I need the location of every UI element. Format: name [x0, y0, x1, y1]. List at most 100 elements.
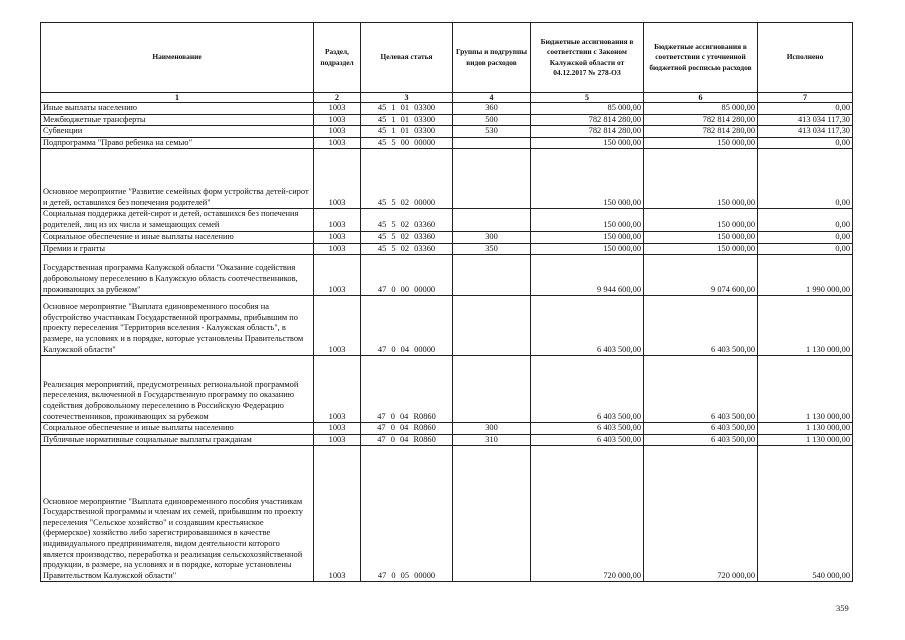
cell-razdel: 1003	[313, 433, 361, 447]
cell-name: Социальное обеспечение и иные выплаты на…	[40, 230, 314, 244]
page-number: 359	[836, 603, 849, 613]
cell-law: 150 000,00	[530, 148, 644, 210]
cell-razdel: 1003	[313, 230, 361, 244]
col-number: 3	[360, 92, 453, 103]
cell-razdel: 1003	[313, 445, 361, 583]
cell-group	[452, 295, 531, 357]
col-header-law: Бюджетные ассигнования в соответствии с …	[530, 22, 644, 93]
cell-target: 45 5 02 03360	[360, 208, 453, 232]
cell-refined: 150 000,00	[643, 208, 758, 232]
col-number: 7	[757, 92, 853, 103]
cell-group: 360	[452, 102, 531, 115]
cell-refined: 9 074 600,00	[643, 254, 758, 297]
cell-law: 150 000,00	[530, 242, 644, 256]
cell-done: 1 130 000,00	[757, 295, 853, 357]
cell-done: 0,00	[757, 208, 853, 232]
cell-name: Реализация мероприятий, предусмотренных …	[40, 355, 314, 424]
cell-razdel: 1003	[313, 148, 361, 210]
cell-refined: 6 403 500,00	[643, 433, 758, 447]
cell-razdel: 1003	[313, 208, 361, 232]
cell-target: 45 5 00 00000	[360, 136, 453, 150]
cell-target: 47 0 04 R0860	[360, 433, 453, 447]
table-row: Государственная программа Калужской обла…	[40, 254, 853, 297]
cell-target: 47 0 05 00000	[360, 445, 453, 583]
cell-razdel: 1003	[313, 242, 361, 256]
cell-group	[452, 208, 531, 232]
cell-razdel: 1003	[313, 422, 361, 435]
cell-target: 45 5 02 00000	[360, 148, 453, 210]
cell-refined: 85 000,00	[643, 102, 758, 115]
col-header-done: Исполнено	[757, 22, 853, 93]
table-row: Премии и гранты 1003 45 5 02 03360 350 150 0…	[40, 242, 853, 256]
cell-group	[452, 148, 531, 210]
cell-refined: 6 403 500,00	[643, 295, 758, 357]
cell-done: 0,00	[757, 148, 853, 210]
col-number: 5	[530, 92, 644, 103]
cell-group: 310	[452, 433, 531, 447]
cell-law: 150 000,00	[530, 208, 644, 232]
cell-name: Подпрограмма "Право ребенка на семью"	[40, 136, 314, 150]
cell-refined: 6 403 500,00	[643, 355, 758, 424]
cell-name: Основное мероприятие "Выплата единовреме…	[40, 295, 314, 357]
cell-name: Премии и гранты	[40, 242, 314, 256]
cell-done: 0,00	[757, 102, 853, 115]
cell-law: 9 944 600,00	[530, 254, 644, 297]
cell-group: 530	[452, 125, 531, 138]
cell-group: 300	[452, 422, 531, 435]
cell-done: 1 990 000,00	[757, 254, 853, 297]
cell-target: 47 0 04 R0860	[360, 355, 453, 424]
cell-razdel: 1003	[313, 355, 361, 424]
col-number: 2	[313, 92, 361, 103]
cell-done: 0,00	[757, 230, 853, 244]
cell-name: Социальная поддержка детей-сирот и детей…	[40, 208, 314, 232]
col-header-target: Целевая статья	[360, 22, 453, 93]
col-header-group: Группы и подгруппы видов расходов	[452, 22, 531, 93]
cell-target: 45 1 01 03300	[360, 113, 453, 127]
cell-refined: 6 403 500,00	[643, 422, 758, 435]
table-row: Реализация мероприятий, предусмотренных …	[40, 355, 853, 424]
cell-law: 6 403 500,00	[530, 295, 644, 357]
cell-razdel: 1003	[313, 254, 361, 297]
cell-target: 45 5 02 03360	[360, 242, 453, 256]
col-number: 6	[643, 92, 758, 103]
cell-razdel: 1003	[313, 125, 361, 138]
col-header-name: Наименование	[40, 22, 314, 93]
cell-target: 45 5 02 03360	[360, 230, 453, 244]
cell-target: 47 0 04 R0860	[360, 422, 453, 435]
cell-done: 0,00	[757, 242, 853, 256]
cell-law: 782 814 280,00	[530, 125, 644, 138]
cell-name: Субвенции	[40, 125, 314, 138]
header-row: Наименование Раздел, подраздел Целевая с…	[40, 22, 853, 93]
table-row: Субвенции 1003 45 1 01 03300 530 782 814 280…	[40, 125, 853, 138]
cell-refined: 150 000,00	[643, 242, 758, 256]
cell-done: 413 034 117,30	[757, 113, 853, 127]
table-row: Публичные нормативные социальные выплаты…	[40, 433, 853, 447]
cell-law: 150 000,00	[530, 136, 644, 150]
cell-name: Иные выплаты населению	[40, 102, 314, 115]
cell-done: 413 034 117,30	[757, 125, 853, 138]
cell-refined: 782 814 280,00	[643, 125, 758, 138]
cell-name: Основное мероприятие "Выплата единовреме…	[40, 445, 314, 583]
table-row: Межбюджетные трансферты 1003 45 1 01 03300…	[40, 113, 853, 127]
table-row: Социальная поддержка детей-сирот и детей…	[40, 208, 853, 232]
cell-group	[452, 136, 531, 150]
cell-group: 300	[452, 230, 531, 244]
table-row: Иные выплаты населению 1003 45 1 01 03300 3…	[40, 102, 853, 115]
cell-done: 1 130 000,00	[757, 422, 853, 435]
cell-name: Основное мероприятие "Развитие семейных …	[40, 148, 314, 210]
cell-group	[452, 445, 531, 583]
cell-target: 45 1 01 03300	[360, 102, 453, 115]
cell-law: 6 403 500,00	[530, 422, 644, 435]
cell-law: 85 000,00	[530, 102, 644, 115]
cell-refined: 782 814 280,00	[643, 113, 758, 127]
table-row: Основное мероприятие "Выплата единовреме…	[40, 445, 853, 583]
cell-law: 6 403 500,00	[530, 433, 644, 447]
cell-refined: 150 000,00	[643, 136, 758, 150]
budget-table: Наименование Раздел, подраздел Целевая с…	[40, 22, 853, 583]
cell-refined: 150 000,00	[643, 148, 758, 210]
cell-done: 0,00	[757, 136, 853, 150]
cell-group	[452, 254, 531, 297]
table-row: Основное мероприятие "Выплата единовреме…	[40, 295, 853, 357]
cell-target: 47 0 04 00000	[360, 295, 453, 357]
cell-razdel: 1003	[313, 113, 361, 127]
